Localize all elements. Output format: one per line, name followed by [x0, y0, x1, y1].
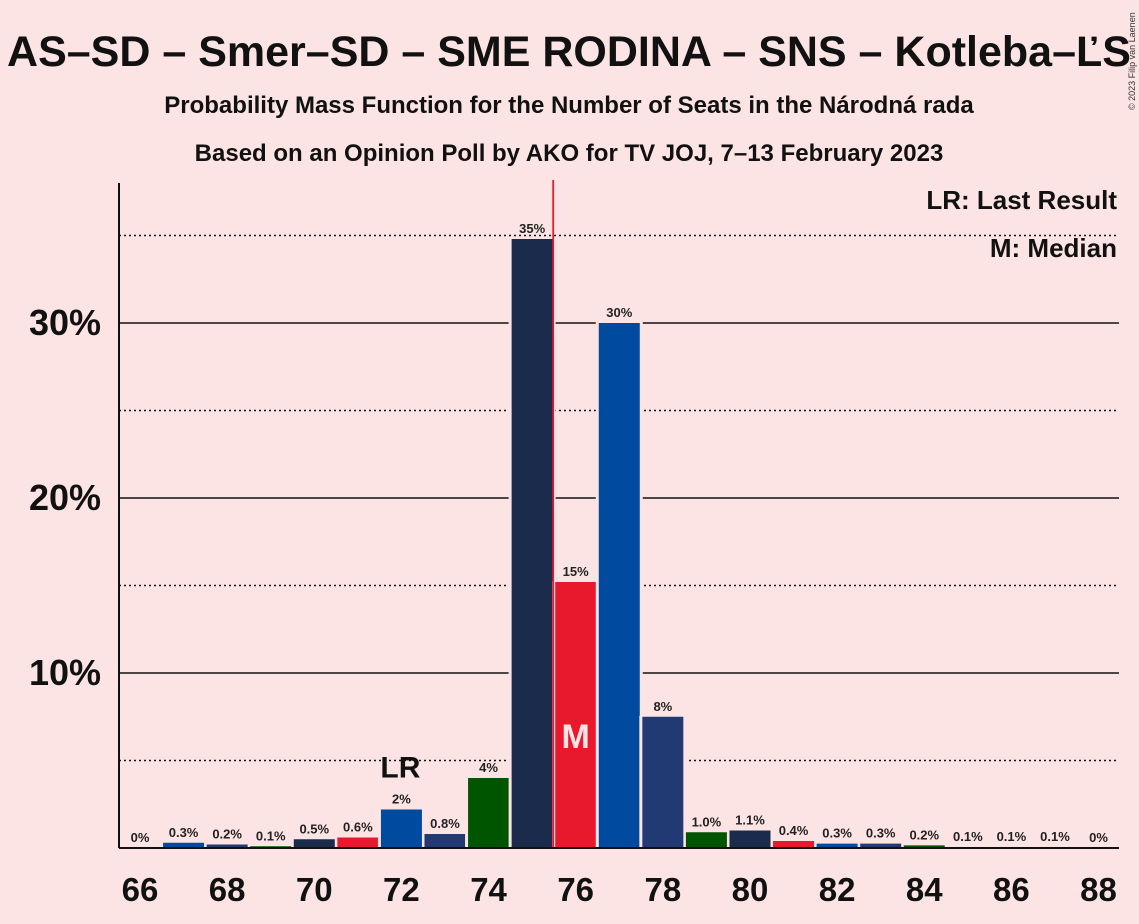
- bar-label-seat-87: 0.1%: [1040, 829, 1070, 844]
- x-tick-label: 82: [819, 871, 856, 908]
- bar-seat-77: [598, 323, 640, 848]
- bar-label-seat-66: 0%: [131, 830, 150, 845]
- bar-seat-71: [337, 837, 379, 848]
- x-tick-label: 74: [470, 871, 507, 908]
- bar-label-seat-82: 0.3%: [822, 826, 852, 841]
- legend-median: M: Median: [990, 233, 1117, 263]
- bar-label-seat-74: 4%: [479, 760, 498, 775]
- bar-seat-84: [903, 845, 945, 848]
- bar-label-seat-86: 0.1%: [997, 829, 1027, 844]
- y-tick-label: 20%: [29, 477, 101, 518]
- bar-seat-81: [773, 841, 815, 848]
- axes-group: 10% 20% 30% 66 68 70 72 74 76 78 80 82 84 86 88: [29, 183, 1119, 908]
- x-tick-label: 80: [732, 871, 769, 908]
- x-tick-label: 68: [209, 871, 246, 908]
- bar-label-seat-73: 0.8%: [430, 816, 460, 831]
- chart-subtitle-1: Probability Mass Function for the Number…: [164, 92, 974, 119]
- x-tick-label: 72: [383, 871, 420, 908]
- bar-seat-73: [424, 834, 466, 848]
- bar-seat-68: [206, 844, 248, 848]
- last-result-marker: LR: [380, 752, 420, 785]
- median-marker: M: [562, 718, 590, 756]
- bar-label-seat-88: 0%: [1089, 830, 1108, 845]
- chart-title: AS–SD – Smer–SD – SME RODINA – SNS – Kot…: [7, 28, 1131, 76]
- chart-subtitle-2: Based on an Opinion Poll by AKO for TV J…: [195, 140, 944, 167]
- bar-seat-75: [511, 239, 553, 848]
- bars-group: [163, 238, 1076, 849]
- x-tick-label: 86: [993, 871, 1030, 908]
- bar-label-seat-84: 0.2%: [909, 827, 939, 842]
- x-tick-label: 70: [296, 871, 333, 908]
- bar-seat-78: [642, 716, 684, 848]
- bar-label-seat-85: 0.1%: [953, 829, 983, 844]
- x-tick-label: 84: [906, 871, 943, 908]
- bar-label-seat-79: 1.0%: [692, 814, 722, 829]
- copyright-notice: © 2023 Filip van Laenen: [1127, 12, 1137, 110]
- bar-label-seat-76: 15%: [563, 564, 589, 579]
- bar-label-seat-75: 35%: [519, 221, 545, 236]
- x-tick-label: 76: [557, 871, 594, 908]
- bar-seat-74: [468, 778, 510, 848]
- bar-seat-79: [685, 832, 727, 848]
- bar-seat-82: [816, 843, 858, 848]
- bar-seat-70: [293, 839, 335, 848]
- bar-label-seat-81: 0.4%: [779, 823, 809, 838]
- y-tick-label: 10%: [29, 652, 101, 693]
- bar-label-seat-78: 8%: [653, 699, 672, 714]
- bar-label-seat-70: 0.5%: [299, 821, 329, 836]
- bar-seat-80: [729, 830, 771, 848]
- x-tick-label: 78: [644, 871, 681, 908]
- bar-label-seat-83: 0.3%: [866, 826, 896, 841]
- bar-seat-83: [860, 843, 902, 848]
- bar-label-seat-68: 0.2%: [212, 827, 242, 842]
- bar-label-seat-71: 0.6%: [343, 820, 373, 835]
- x-tick-label: 88: [1080, 871, 1117, 908]
- bar-label-seat-80: 1.1%: [735, 813, 765, 828]
- bar-seat-76: [555, 582, 597, 848]
- legend-last-result: LR: Last Result: [926, 185, 1117, 215]
- bar-label-seat-77: 30%: [606, 305, 632, 320]
- x-tick-label: 66: [122, 871, 159, 908]
- bar-label-seat-72: 2%: [392, 792, 411, 807]
- bar-label-seat-67: 0.3%: [169, 825, 199, 840]
- bar-label-seat-69: 0.1%: [256, 828, 286, 843]
- bar-labels-group: 0% 0.3% 0.2% 0.1% 0.5% 0.6% 2% 0.8% 4% 35% 15% 30% 8…: [131, 180, 1108, 848]
- bar-seat-67: [163, 842, 205, 848]
- bar-seat-72: [380, 809, 422, 848]
- y-tick-label: 30%: [29, 302, 101, 343]
